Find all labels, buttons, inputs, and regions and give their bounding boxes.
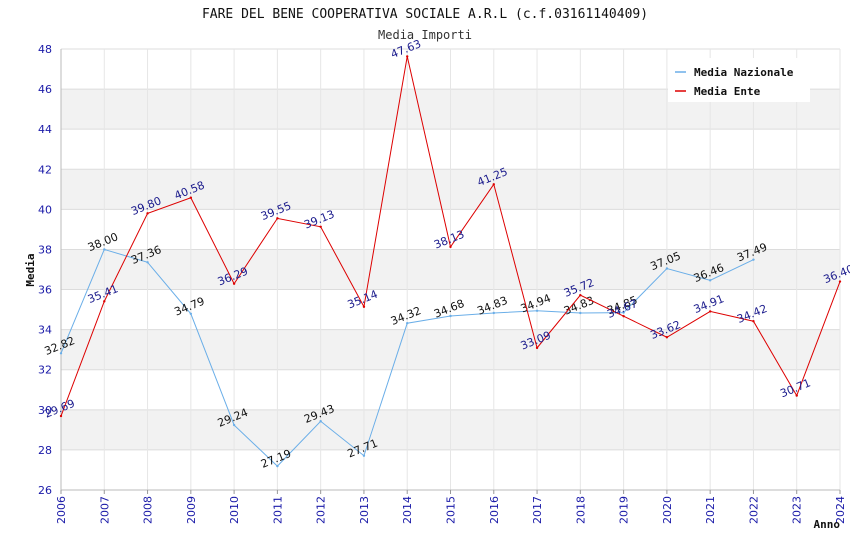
y-axis-label: Media <box>24 253 37 286</box>
y-axis-ticks: 26 28 30 32 34 36 38 40 42 44 46 48 <box>38 43 52 497</box>
y-tick-label: 38 <box>38 243 52 256</box>
x-tick-label: 2014 <box>401 496 414 524</box>
data-point <box>708 279 712 282</box>
data-label: 34.83 <box>475 294 509 318</box>
x-tick-label: 2023 <box>791 496 804 524</box>
y-tick-label: 34 <box>38 324 52 337</box>
data-point <box>622 311 625 314</box>
data-point <box>59 414 63 418</box>
data-point <box>232 282 236 285</box>
data-point <box>622 315 625 318</box>
chart-title: FARE DEL BENE COOPERATIVA SOCIALE A.R.L … <box>202 7 648 22</box>
y-tick-label: 44 <box>38 123 52 136</box>
x-tick-label: 2024 <box>834 496 847 524</box>
x-tick-label: 2013 <box>358 496 371 524</box>
data-point <box>752 320 755 323</box>
data-point <box>665 336 669 339</box>
data-point <box>276 464 279 468</box>
data-point <box>146 212 149 215</box>
data-point <box>838 280 842 283</box>
data-point <box>579 311 582 315</box>
data-point <box>535 346 539 350</box>
data-point <box>492 183 495 186</box>
data-point <box>795 394 798 397</box>
data-point <box>103 300 106 303</box>
y-tick-label: 28 <box>38 444 52 457</box>
data-point <box>665 267 669 270</box>
y-tick-label: 30 <box>38 404 52 417</box>
x-tick-label: 2010 <box>228 496 241 524</box>
legend-box <box>668 58 810 102</box>
data-point <box>362 454 366 457</box>
x-tick-label: 2017 <box>531 496 544 524</box>
x-tick-label: 2019 <box>618 496 631 524</box>
data-point <box>319 420 322 423</box>
x-tick-label: 2012 <box>315 496 328 524</box>
x-axis-ticks: 2006 2007 2008 2009 2010 2011 2012 2013 2014 2015… <box>55 490 847 524</box>
x-tick-label: 2007 <box>98 496 111 524</box>
y-tick-label: 32 <box>38 364 52 377</box>
data-label: 27.19 <box>259 447 293 471</box>
data-point <box>189 312 193 316</box>
data-point <box>146 261 149 264</box>
data-point <box>103 248 106 251</box>
legend-entry: Media Ente <box>694 85 761 98</box>
x-tick-label: 2020 <box>661 496 674 524</box>
data-label: 39.13 <box>302 208 336 232</box>
data-point <box>449 314 452 318</box>
data-point <box>319 225 322 229</box>
x-axis-label: Anno <box>814 518 841 531</box>
x-tick-label: 2021 <box>704 496 717 524</box>
data-point <box>579 293 582 297</box>
y-tick-label: 48 <box>38 43 52 56</box>
legend: Media Nazionale Media Ente <box>668 58 810 102</box>
data-point <box>752 258 755 261</box>
x-tick-label: 2018 <box>574 496 587 524</box>
legend-entry: Media Nazionale <box>694 66 794 79</box>
data-point <box>276 217 279 220</box>
data-point <box>449 245 452 249</box>
data-point <box>406 322 409 325</box>
y-tick-label: 26 <box>38 484 52 497</box>
y-tick-label: 42 <box>38 163 52 176</box>
data-point <box>492 311 495 315</box>
data-label: 34.94 <box>519 292 553 316</box>
y-tick-label: 46 <box>38 83 52 96</box>
data-label: 34.42 <box>735 302 769 326</box>
data-label: 30.71 <box>778 376 812 400</box>
chart-subtitle: Media Importi <box>378 28 472 42</box>
x-tick-label: 2008 <box>142 496 155 524</box>
x-tick-label: 2006 <box>55 496 68 524</box>
y-tick-label: 36 <box>38 284 52 297</box>
x-tick-label: 2022 <box>747 496 760 524</box>
data-point <box>189 196 193 199</box>
data-point <box>708 310 712 313</box>
data-point <box>535 309 539 312</box>
data-point <box>406 55 409 58</box>
x-tick-label: 2011 <box>271 496 284 524</box>
y-tick-label: 40 <box>38 203 52 216</box>
x-tick-label: 2016 <box>488 496 501 524</box>
data-label: 35.14 <box>346 288 380 312</box>
data-label: 34.32 <box>389 304 423 328</box>
data-point <box>362 305 366 308</box>
data-point <box>232 423 236 427</box>
data-point <box>59 352 63 355</box>
x-tick-label: 2015 <box>445 496 458 524</box>
data-label: 34.68 <box>432 297 466 321</box>
x-tick-label: 2009 <box>185 496 198 524</box>
data-label: 38.13 <box>432 228 466 252</box>
